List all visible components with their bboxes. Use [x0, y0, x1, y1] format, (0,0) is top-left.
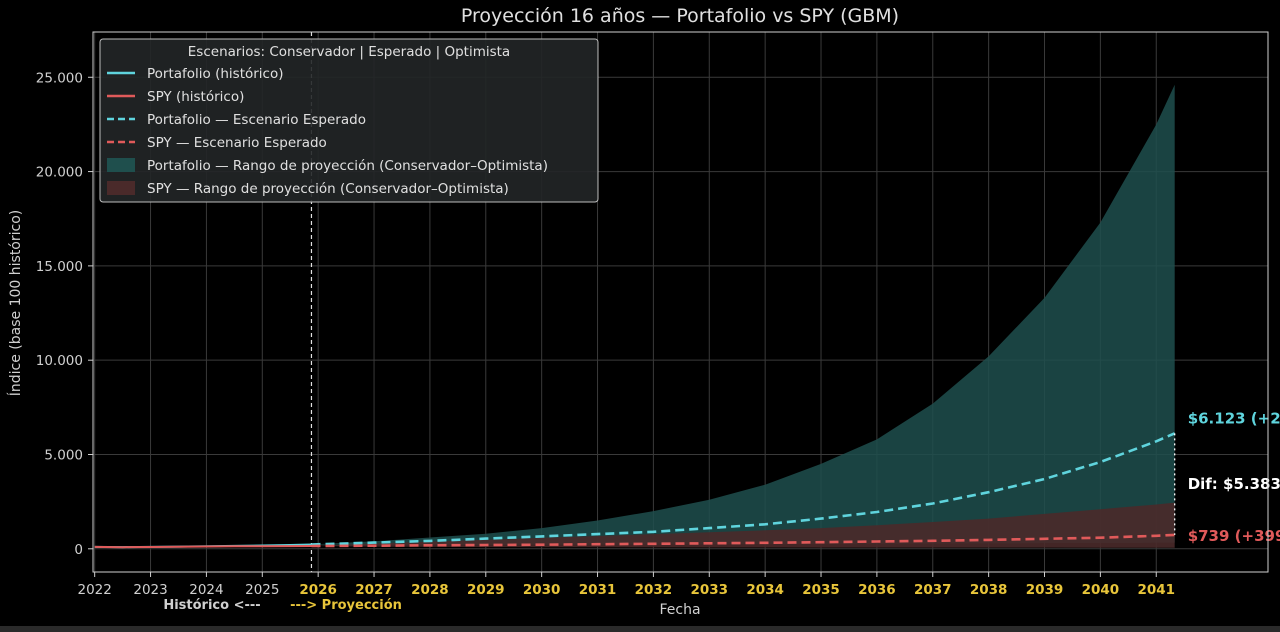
projection-section-label: ---> Proyección	[290, 598, 402, 613]
portfolio-projection-band	[311, 84, 1175, 546]
x-tick-label-projection: 2028	[411, 582, 449, 598]
legend-item-label: SPY — Escenario Esperado	[147, 135, 327, 151]
x-tick-label-projection: 2026	[299, 582, 337, 598]
x-tick-label-projection: 2035	[802, 582, 840, 598]
legend-item: Portafolio — Escenario Esperado	[107, 112, 366, 128]
x-tick-label-projection: 2037	[914, 582, 952, 598]
spy-projection-band	[311, 502, 1175, 548]
legend-item: Portafolio (histórico)	[107, 66, 284, 82]
spy-expected-line	[311, 533, 1175, 548]
portfolio-final-label: $6.123 (+2.658%)	[1188, 409, 1280, 427]
x-tick-label-projection: 2027	[355, 582, 393, 598]
y-tick-label: 25.000	[36, 70, 83, 86]
x-tick-label-projection: 2031	[579, 582, 617, 598]
plot-frame	[92, 31, 1269, 573]
y-tick-label: 15.000	[36, 259, 83, 275]
x-tick-label-projection: 2032	[635, 582, 673, 598]
legend-item-label: Portafolio — Rango de proyección (Conser…	[147, 158, 548, 174]
y-tick-label: 10.000	[36, 353, 83, 369]
x-axis-label: Fecha	[659, 602, 700, 618]
difference-label: Dif: $5.383 (+2.259%)	[1188, 475, 1280, 493]
x-tick-label-historic: 2023	[133, 582, 167, 598]
legend-item: Portafolio — Rango de proyección (Conser…	[107, 158, 548, 174]
legend-item: SPY — Rango de proyección (Conservador–O…	[107, 181, 509, 197]
legend-item: SPY — Escenario Esperado	[107, 135, 327, 151]
legend-item-label: Portafolio (histórico)	[147, 66, 284, 82]
historic-section-label: Histórico <---	[163, 598, 260, 613]
legend-swatch	[107, 181, 135, 195]
chart-title: Proyección 16 años — Portafolio vs SPY (…	[461, 5, 899, 27]
y-tick-label: 5.000	[44, 447, 83, 463]
x-tick-label-projection: 2036	[858, 582, 896, 598]
x-tick-label-historic: 2024	[189, 582, 223, 598]
x-tick-label-projection: 2033	[690, 582, 728, 598]
x-tick-label-projection: 2034	[746, 582, 784, 598]
x-tick-label-projection: 2040	[1082, 582, 1120, 598]
legend-box	[99, 38, 599, 203]
spy-final-label: $739 (+399%)	[1188, 527, 1280, 545]
portfolio-expected-line	[311, 432, 1176, 546]
y-tick-label: 20.000	[36, 165, 83, 181]
legend-swatch	[107, 158, 135, 172]
legend-item-label: Portafolio — Escenario Esperado	[147, 112, 366, 128]
y-tick-label: 0	[74, 542, 83, 558]
x-tick-label-projection: 2029	[467, 582, 505, 598]
legend-title: Escenarios: Conservador | Esperado | Opt…	[188, 44, 510, 60]
legend-item: SPY (histórico)	[107, 89, 244, 105]
spy-historic-line	[94, 545, 312, 549]
x-tick-label-projection: 2039	[1026, 582, 1064, 598]
bottom-bar	[0, 626, 1280, 632]
legend: Escenarios: Conservador | Esperado | Opt…	[99, 38, 599, 203]
x-tick-label-projection: 2041	[1137, 582, 1175, 598]
x-tick-label-projection: 2038	[970, 582, 1008, 598]
x-tick-label-historic: 2022	[77, 582, 111, 598]
x-tick-label-projection: 2030	[523, 582, 561, 598]
legend-item-label: SPY — Rango de proyección (Conservador–O…	[147, 181, 509, 197]
y-axis-label: Índice (base 100 histórico)	[7, 210, 24, 396]
legend-item-label: SPY (histórico)	[147, 89, 244, 105]
x-tick-label-historic: 2025	[245, 582, 279, 598]
